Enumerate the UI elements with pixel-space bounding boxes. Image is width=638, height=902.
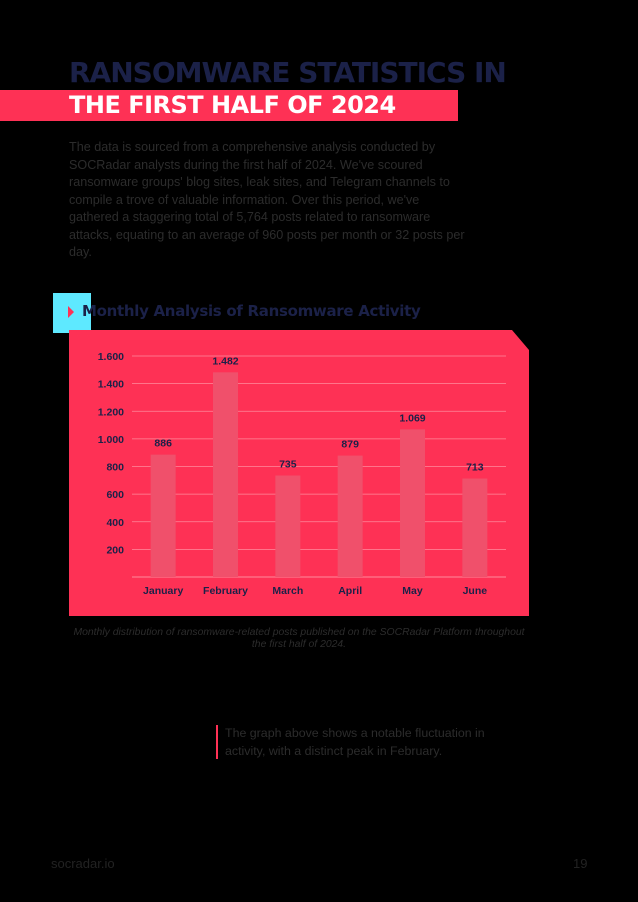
section-title: Monthly Analysis of Ransomware Activity xyxy=(82,302,421,320)
y-tick-label: 600 xyxy=(106,489,124,501)
bar xyxy=(150,454,176,577)
section-arrow-icon xyxy=(68,306,74,318)
y-tick-label: 1.000 xyxy=(98,434,124,446)
x-tick-label: May xyxy=(402,585,423,597)
page-number: 19 xyxy=(573,856,588,871)
bar xyxy=(400,429,425,577)
note-text: The graph above shows a notable fluctuat… xyxy=(225,726,485,758)
bar xyxy=(213,372,238,577)
data-label: 1.482 xyxy=(212,355,238,367)
x-tick-label: June xyxy=(463,585,488,597)
data-label: 1.069 xyxy=(399,412,425,424)
bar-chart: 200 400 600 800 1.000 1.200 1.400 1.600 886 Janua… xyxy=(98,351,506,597)
y-tick-label: 800 xyxy=(106,462,124,474)
y-tick-label: 200 xyxy=(106,544,124,556)
data-label: 879 xyxy=(341,439,359,451)
title-highlight-band xyxy=(0,90,458,121)
y-tick-label: 1.400 xyxy=(98,379,124,391)
x-tick-label: January xyxy=(143,585,183,597)
footer-site: socradar.io xyxy=(51,856,115,871)
bar xyxy=(337,455,363,577)
x-tick-label: April xyxy=(338,585,362,597)
data-label: 735 xyxy=(279,458,297,470)
chart-caption: Monthly distribution of ransomware-relat… xyxy=(73,627,525,650)
y-tick-label: 1.200 xyxy=(98,406,124,418)
note-accent-bar xyxy=(216,725,218,759)
x-tick-label: March xyxy=(272,585,303,597)
x-tick-label: February xyxy=(203,585,248,597)
data-label: 713 xyxy=(466,462,484,474)
chart-card: 200 400 600 800 1.000 1.200 1.400 1.600 886 Janua… xyxy=(69,330,529,616)
y-tick-label: 1.600 xyxy=(98,351,124,363)
intro-paragraph: The data is sourced from a comprehensive… xyxy=(69,140,465,259)
bar xyxy=(275,475,301,577)
y-tick-label: 400 xyxy=(106,517,124,529)
page-title-line1: RANSOMWARE STATISTICS IN xyxy=(69,56,507,89)
page-title-line2: THE FIRST HALF OF 2024 xyxy=(69,91,396,119)
data-label: 886 xyxy=(154,438,172,450)
bar xyxy=(462,478,488,577)
